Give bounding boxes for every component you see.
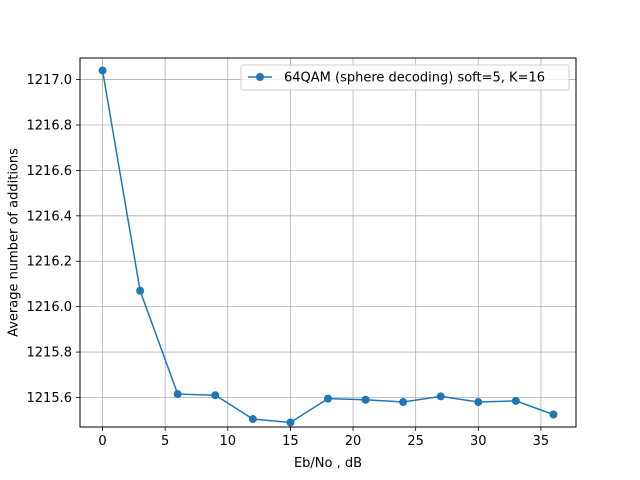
data-point (136, 286, 145, 295)
plot-data (98, 66, 558, 427)
legend-point-marker (256, 73, 264, 81)
y-tick-label: 1216.6 (27, 164, 73, 179)
x-tick-label: 35 (533, 434, 550, 449)
y-axis-label: Average number of additions (7, 148, 22, 337)
data-point (324, 394, 332, 403)
data-point (248, 415, 257, 424)
x-tick-label: 5 (161, 434, 169, 449)
x-tick-label: 25 (407, 434, 424, 449)
plot-frame (79, 57, 577, 428)
legend-box (240, 64, 570, 91)
y-tick-label: 1216.2 (27, 255, 73, 270)
y-tick-label: 1216.8 (27, 118, 73, 133)
x-tick-label: 20 (345, 434, 362, 449)
y-tick-label: 1216.4 (27, 209, 73, 224)
x-tick-label: 10 (220, 434, 237, 449)
data-point (286, 418, 295, 427)
data-point (399, 398, 408, 407)
grid (80, 58, 576, 427)
x-tick-label: 0 (98, 434, 106, 449)
data-point (549, 410, 558, 419)
data-point (211, 391, 220, 400)
data-point (474, 398, 483, 407)
y-tick-label: 1216.0 (27, 300, 73, 315)
y-tick-label: 1217.0 (27, 73, 73, 88)
data-point (361, 395, 370, 404)
axis-ticks: 0 5 10 15 20 25 30 35 1215.6 1215.8 1216.0 1216.2 12… (27, 73, 550, 449)
legend-entry-label: 64QAM (sphere decoding) soft=5, K=16 (284, 71, 545, 86)
x-axis-label: Eb/No , dB (294, 456, 362, 471)
data-point (436, 392, 445, 401)
x-tick-label: 15 (282, 434, 299, 449)
x-tick-label: 30 (470, 434, 487, 449)
legend: 64QAM (sphere decoding) soft=5, K=16 (240, 64, 570, 91)
y-tick-label: 1215.6 (27, 391, 73, 406)
data-point (98, 66, 107, 75)
y-tick-label: 1215.8 (27, 346, 73, 361)
data-point (511, 396, 520, 405)
data-point (173, 390, 182, 399)
